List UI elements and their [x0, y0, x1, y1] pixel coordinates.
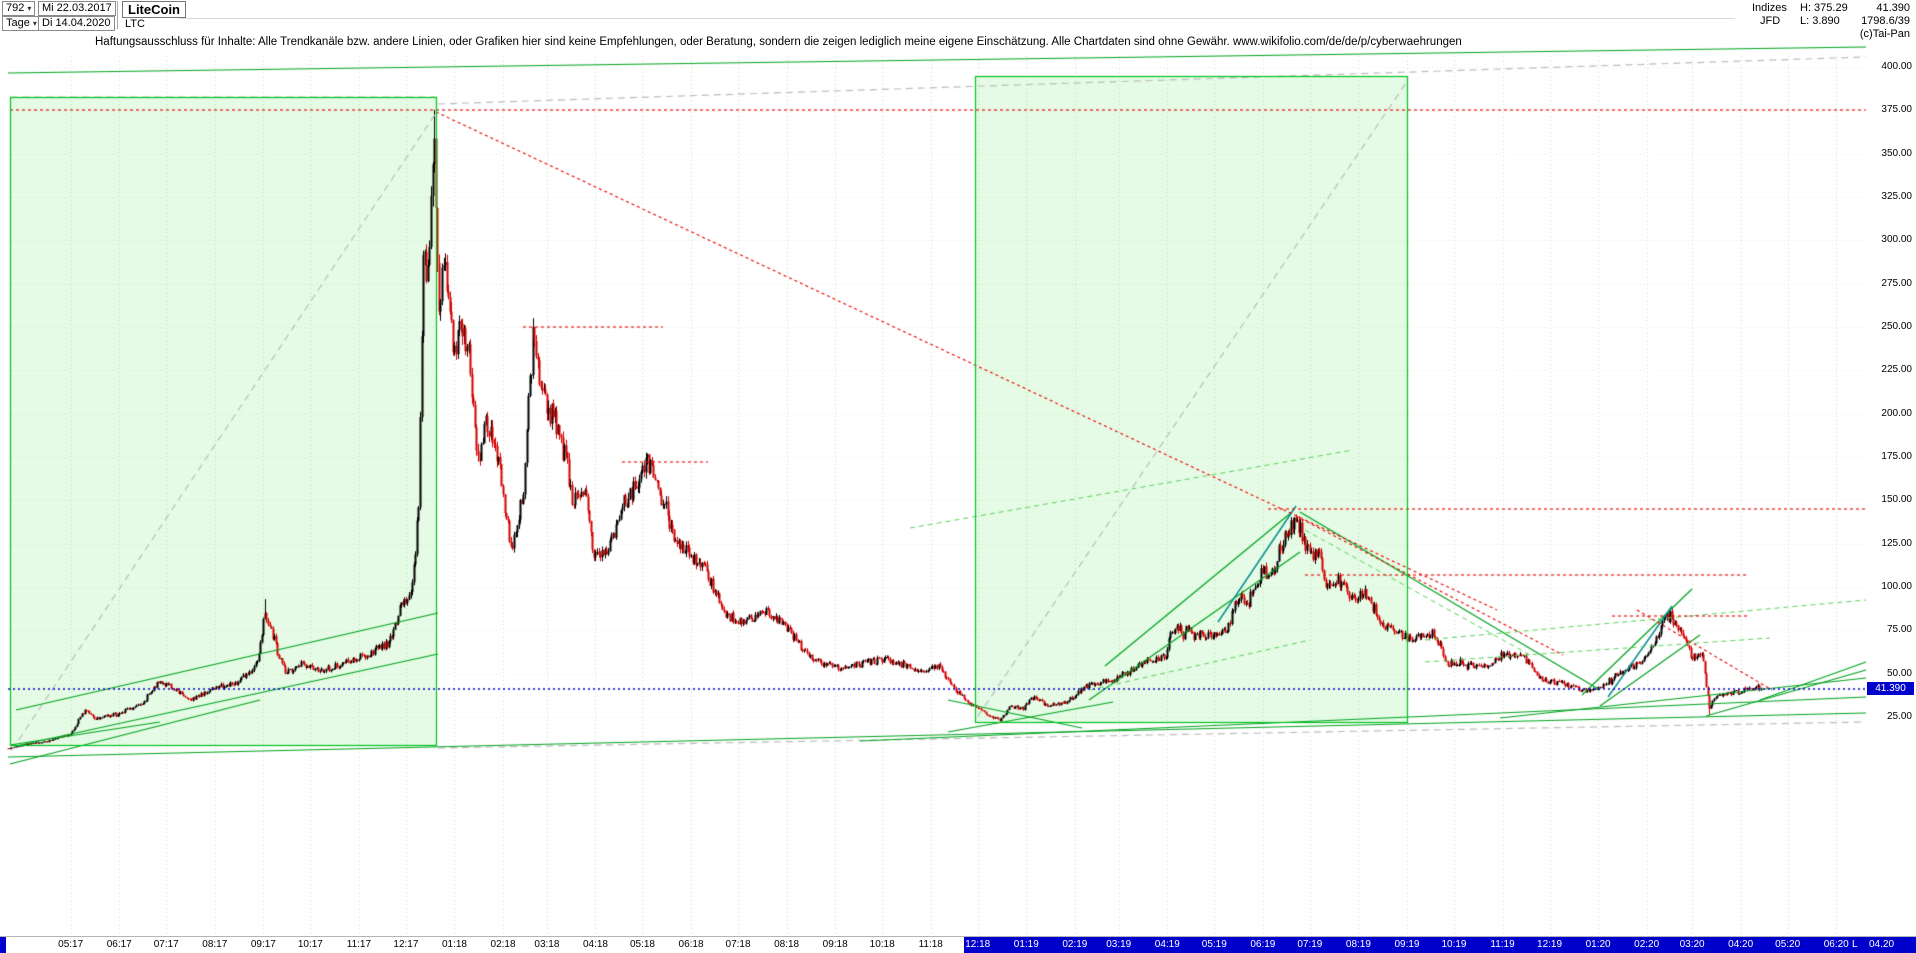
y-axis-label: 250.00	[1881, 321, 1912, 332]
x-axis-label: 09:19	[1394, 939, 1420, 950]
header-separator-line	[180, 18, 1735, 19]
x-axis-label: 04:18	[582, 939, 608, 950]
price-axis: 400.00 375.00 350.00 325.00 300.00 275.00 250.…	[1866, 0, 1916, 936]
y-axis-label: 200.00	[1881, 407, 1912, 419]
disclaimer-text: Haftungsausschluss für Inhalte: Alle Tre…	[95, 36, 1462, 48]
y-axis-label: 50.00	[1886, 667, 1912, 679]
x-axis-label: 06:19	[1250, 939, 1276, 950]
last-price-header: 41.390	[1876, 2, 1910, 14]
x-axis-label: 03:19	[1106, 939, 1132, 950]
instrument-title: LiteCoin	[122, 1, 186, 18]
start-date-value: Mi 22.03.2017	[42, 2, 112, 14]
last-indicator-label: L	[1852, 939, 1858, 950]
x-axis-label: 05:19	[1201, 939, 1227, 950]
header-divider	[117, 1, 118, 29]
y-axis-label: 225.00	[1881, 364, 1912, 376]
low-value: L: 3.890	[1800, 15, 1840, 27]
x-axis-label: 05:18	[629, 939, 655, 950]
x-axis-label: 02:18	[490, 939, 516, 950]
x-axis-label: 07:19	[1297, 939, 1323, 950]
x-axis-label: 07:17	[153, 939, 179, 950]
x-axis-label: 11:18	[918, 939, 943, 950]
timeframe-dropdown[interactable]: Tage ▾	[2, 16, 41, 31]
y-axis-label: 150.00	[1881, 494, 1912, 506]
timeframe-value: Tage	[6, 17, 30, 29]
y-axis-label: 350.00	[1881, 147, 1912, 159]
y-axis-label: 25.00	[1886, 711, 1912, 722]
x-axis-label: 06:20	[1823, 939, 1849, 950]
current-month-label: 04.20	[1869, 939, 1895, 950]
y-axis-label: 300.00	[1881, 234, 1912, 246]
bars-count-dropdown[interactable]: 792 ▾	[2, 1, 36, 16]
x-axis-label: 11:19	[1490, 939, 1515, 950]
x-axis-label: 08:18	[774, 939, 800, 950]
x-axis-label: 10:18	[869, 939, 895, 950]
end-date-field[interactable]: Di 14.04.2020	[38, 16, 115, 31]
x-axis-label: 12:17	[393, 939, 419, 950]
x-axis-label: 02:20	[1634, 939, 1660, 950]
chevron-down-icon: ▾	[27, 4, 32, 13]
y-axis-label: 175.00	[1881, 451, 1912, 462]
y-axis-label: 400.00	[1881, 61, 1912, 72]
x-axis-label: 07:18	[725, 939, 751, 950]
x-axis-label: 08:17	[202, 939, 228, 950]
x-axis-label: 01:20	[1585, 939, 1611, 950]
x-axis-label: 12:19	[1537, 939, 1563, 950]
high-value: H: 375.29	[1800, 2, 1848, 14]
y-axis-label: 325.00	[1881, 191, 1912, 202]
x-axis-label: 05:17	[58, 939, 84, 950]
last-price-tag: 41.390	[1867, 681, 1914, 695]
x-axis-label: 10:19	[1441, 939, 1467, 950]
y-axis-label: 75.00	[1886, 624, 1912, 636]
end-date-value: Di 14.04.2020	[42, 17, 111, 29]
x-axis-label: 06:18	[678, 939, 704, 950]
symbol-label: LTC	[125, 18, 145, 30]
y-axis-label: 125.00	[1881, 537, 1912, 549]
volume-info: 1798.6/39	[1861, 15, 1910, 27]
x-axis-label: 05:20	[1775, 939, 1801, 950]
x-axis-label: 12:18	[965, 939, 991, 950]
x-axis-label: 04:19	[1154, 939, 1180, 950]
x-axis-label: 09:17	[250, 939, 276, 950]
y-axis-label: 275.00	[1881, 277, 1912, 289]
x-axis-label: 04:20	[1728, 939, 1754, 950]
bars-count-value: 792	[6, 2, 25, 14]
x-axis-label: 06:17	[106, 939, 132, 950]
time-axis-highlight	[964, 937, 1916, 953]
x-axis-label: 10:17	[297, 939, 323, 950]
y-axis-label: 375.00	[1881, 104, 1912, 116]
chevron-down-icon: ▾	[32, 19, 37, 28]
x-axis-label: 03:18	[534, 939, 560, 950]
x-axis-label: 02:19	[1062, 939, 1088, 950]
axis-corner-left-marker[interactable]	[0, 937, 6, 953]
feed-label: JFD	[1760, 15, 1781, 27]
x-axis-label: 09:18	[822, 939, 848, 950]
x-axis-label: 11:17	[346, 939, 372, 950]
copyright-label: (c)Tai-Pan	[1859, 28, 1910, 40]
x-axis-label: 01:18	[441, 939, 467, 950]
x-axis-label: 08:19	[1345, 939, 1371, 950]
y-axis-label: 100.00	[1881, 581, 1912, 592]
provider-label: Indizes	[1752, 2, 1787, 14]
x-axis-label: 03:20	[1679, 939, 1705, 950]
time-axis: L 04.20 05:17 06:17 07:17 08:17 09:17 10:17 11…	[0, 936, 1916, 953]
start-date-field[interactable]: Mi 22.03.2017	[38, 1, 116, 16]
x-axis-label: 01:19	[1013, 939, 1039, 950]
